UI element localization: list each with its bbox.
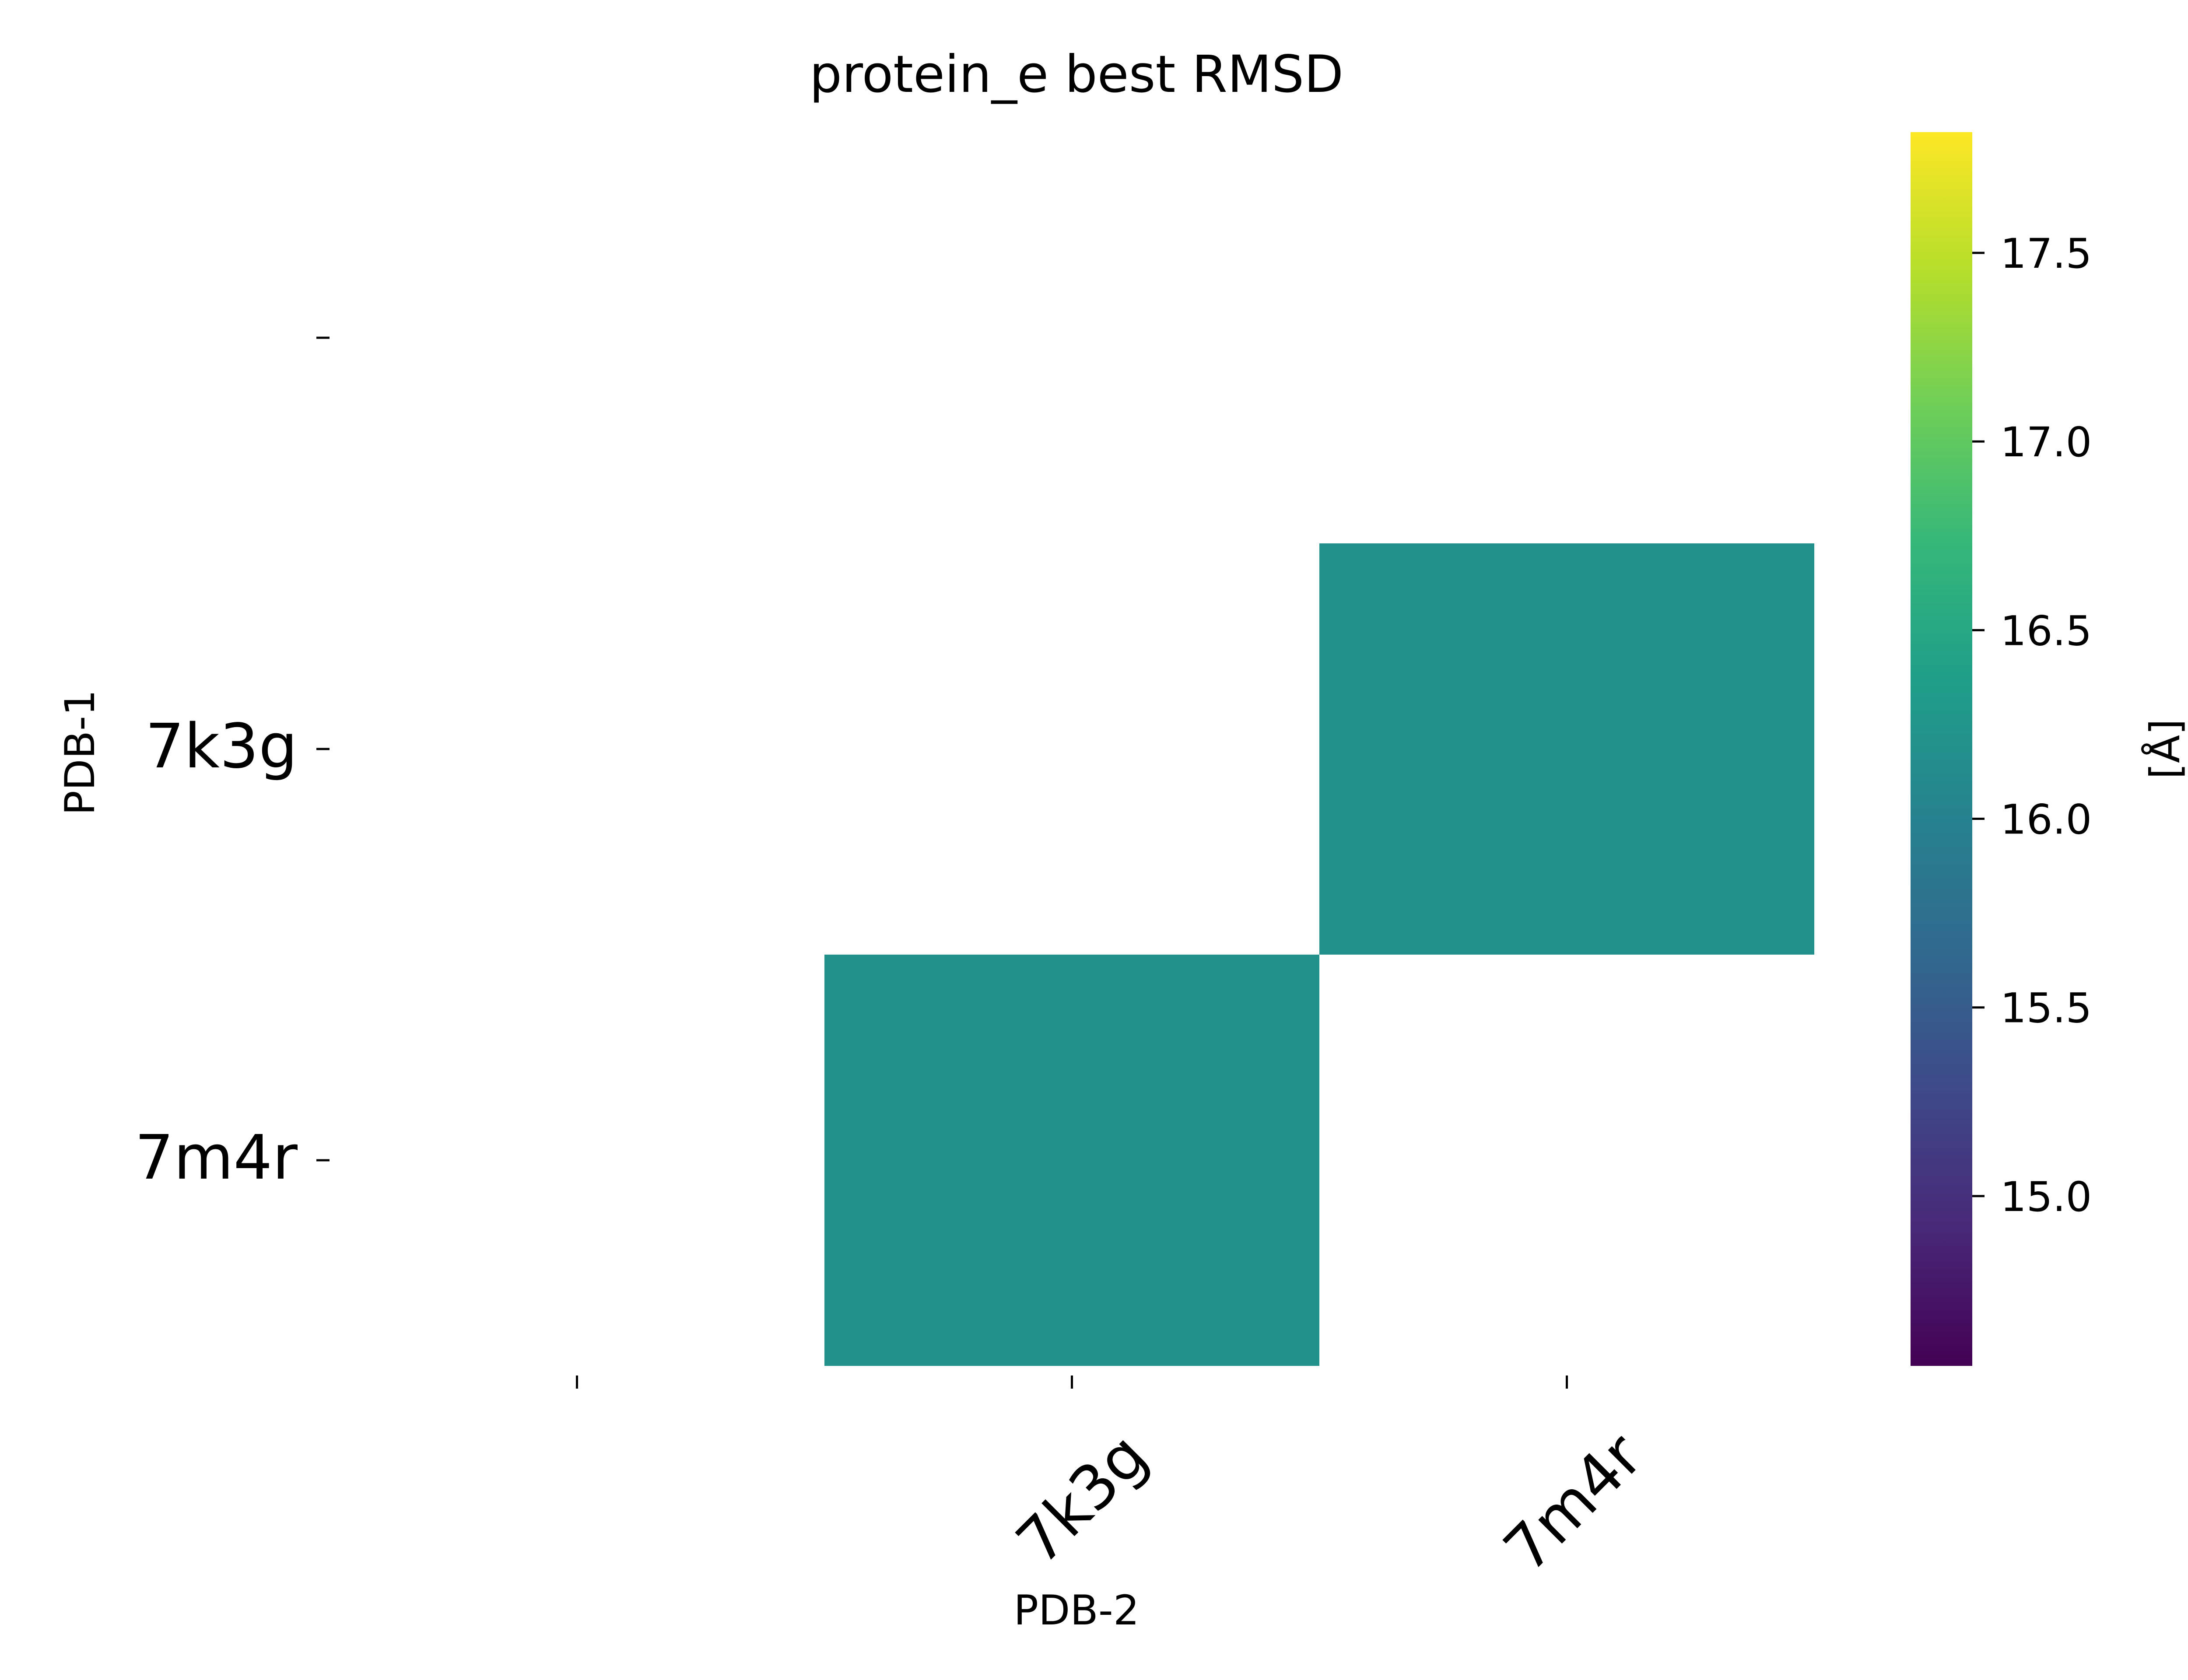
chart-title: protein_e best RMSD [810,44,1343,104]
colorbar-tick-label: 15.0 [2000,1173,2092,1221]
x-axis-ticks: 7k3g 7m4r [576,1376,1656,1586]
colorbar-tick-label: 17.0 [2000,419,2092,466]
x-tick-label: 7m4r [1490,1420,1656,1586]
colorbar-tick-label: 15.5 [2000,985,2092,1032]
colorbar-tick-label: 16.0 [2000,796,2092,844]
heatmap-cell-2-1 [824,955,1319,1366]
y-tick-label: 7m4r [135,1122,298,1194]
y-tick-label: 7k3g [145,711,298,782]
x-axis-label: PDB-2 [1013,1587,1139,1634]
colorbar [1911,132,1972,1366]
y-axis-label: PDB-1 [56,690,104,815]
colorbar-tick-label: 17.5 [2000,230,2092,278]
heatmap-cell-1-2 [1319,543,1814,955]
heatmap-cells [824,543,1814,1366]
colorbar-label: [Å] [2141,719,2188,779]
colorbar-ticks: 15.0 15.5 16.0 16.5 17.0 17.5 [1972,230,2092,1221]
x-tick-label: 7k3g [1003,1420,1161,1578]
colorbar-tick-label: 16.5 [2000,607,2092,655]
y-axis-ticks: 7k3g 7m4r [135,336,330,1194]
